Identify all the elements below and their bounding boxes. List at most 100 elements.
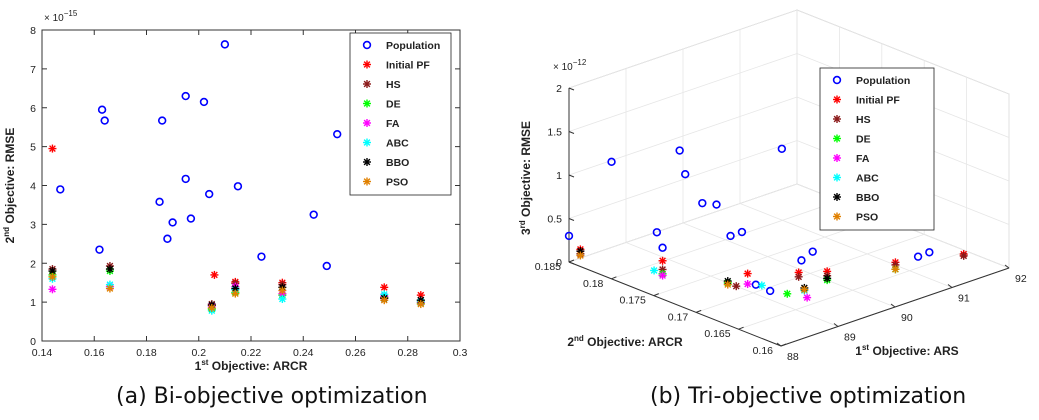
x-tick	[1004, 264, 1010, 269]
y-tick	[738, 326, 744, 330]
data-point	[278, 286, 287, 295]
data-point	[48, 272, 57, 281]
legend-label: Population	[386, 40, 440, 52]
data-point	[95, 245, 104, 254]
x-tick-label: 91	[958, 293, 970, 305]
data-point	[743, 280, 752, 289]
y-tick-label: 0.165	[704, 328, 730, 340]
caption-b: (b) Tri-objective optimization	[650, 384, 967, 409]
legend-label: Population	[856, 75, 910, 87]
data-point	[380, 296, 389, 305]
x-tick	[833, 323, 839, 327]
data-point	[181, 91, 190, 101]
data-point	[48, 285, 57, 294]
data-point	[751, 280, 761, 289]
data-point	[257, 252, 266, 261]
data-point	[97, 105, 107, 114]
data-point	[797, 256, 806, 265]
data-point	[105, 265, 114, 274]
z-tick-label: 2	[556, 83, 562, 95]
data-point	[803, 293, 812, 302]
legend-marker	[363, 177, 371, 186]
y-axis-label: 2nd Objective: ARCR	[567, 334, 683, 349]
legend-marker	[362, 40, 372, 50]
data-point	[675, 146, 684, 155]
legend-marker	[363, 99, 371, 108]
x-tick-label: 0.22	[241, 347, 262, 359]
y-tick-label: 0.18	[583, 278, 604, 290]
x-tick-label: 0.16	[84, 347, 105, 359]
data-point	[48, 144, 57, 153]
data-point	[233, 182, 243, 191]
y-tick-label: 3	[30, 219, 36, 231]
legend-box	[349, 32, 452, 196]
x-tick-label: 90	[901, 312, 913, 324]
data-point	[712, 200, 721, 209]
z-tick-label: 0.5	[547, 214, 562, 226]
exponent-label: × 10−15	[44, 9, 78, 24]
data-point	[199, 97, 209, 107]
data-point	[726, 231, 735, 241]
data-point	[800, 285, 809, 294]
data-point	[777, 144, 787, 153]
data-point	[207, 303, 216, 312]
x-tick-label: 0.26	[345, 347, 366, 359]
legend-box	[819, 67, 935, 231]
x-tick-label: 0.3	[453, 347, 468, 359]
legend-marker	[363, 119, 371, 127]
legend-marker	[363, 60, 371, 69]
legend-marker	[833, 134, 841, 143]
data-point	[794, 272, 803, 281]
data-point	[681, 169, 690, 179]
x-tick	[776, 342, 782, 347]
x-tick-label: 92	[1015, 273, 1027, 285]
legend-marker	[833, 212, 841, 221]
x-tick-label: 0.2	[191, 347, 206, 359]
x-axis-label: 1st Objective: ARS	[855, 343, 958, 358]
data-point	[416, 300, 425, 309]
legend-marker	[833, 173, 841, 182]
legend-label: BBO	[386, 157, 409, 169]
data-point	[783, 289, 792, 298]
y-tick-label: 1	[30, 297, 36, 309]
data-point	[925, 248, 934, 257]
chart-a: 0.14 0.16 0.18 0.2 0.22 0.24 0.26 0.28 0.3 0 1 2 3 4 5…	[2, 9, 468, 373]
legend-label: Initial PF	[856, 95, 900, 107]
y-tick-label: 8	[30, 25, 36, 37]
data-point	[181, 174, 190, 184]
data-point	[105, 284, 114, 293]
data-point	[732, 282, 741, 291]
data-point	[891, 265, 900, 274]
data-point	[163, 234, 172, 243]
z-tick-label: 1.5	[547, 127, 562, 139]
data-point	[808, 247, 817, 256]
x-tick	[947, 284, 953, 288]
exponent-label: × 10−12	[553, 58, 587, 73]
y-tick	[568, 259, 575, 263]
z-tick	[568, 218, 575, 221]
y-tick	[780, 343, 787, 347]
z-tick	[568, 131, 575, 134]
y-tick-label: 4	[30, 181, 36, 193]
y-tick-label: 0.17	[668, 311, 689, 323]
legend-label: HS	[856, 114, 871, 126]
data-point	[380, 283, 389, 292]
legend-label: Initial PF	[386, 60, 430, 72]
data-point	[723, 280, 732, 289]
legend-label: PSO	[386, 177, 408, 189]
y-axis-label: 2nd Objective: RMSE	[2, 128, 17, 244]
data-point	[607, 157, 616, 167]
data-point	[650, 266, 659, 275]
x-tick-label: 0.14	[32, 347, 53, 359]
x-axis-label: 1st Objective: ARCR	[195, 358, 308, 373]
z-axis-label: 3rd Objective: RMSE	[518, 121, 533, 235]
legend-label: FA	[386, 118, 400, 130]
legend-label: BBO	[856, 192, 879, 204]
x-tick-label: 0.24	[293, 347, 314, 359]
grid-line	[738, 77, 968, 330]
data-point	[168, 218, 177, 227]
legend-marker	[833, 115, 841, 123]
legend-marker	[363, 158, 371, 166]
data-point	[564, 231, 574, 241]
y-tick-label: 7	[30, 64, 36, 76]
